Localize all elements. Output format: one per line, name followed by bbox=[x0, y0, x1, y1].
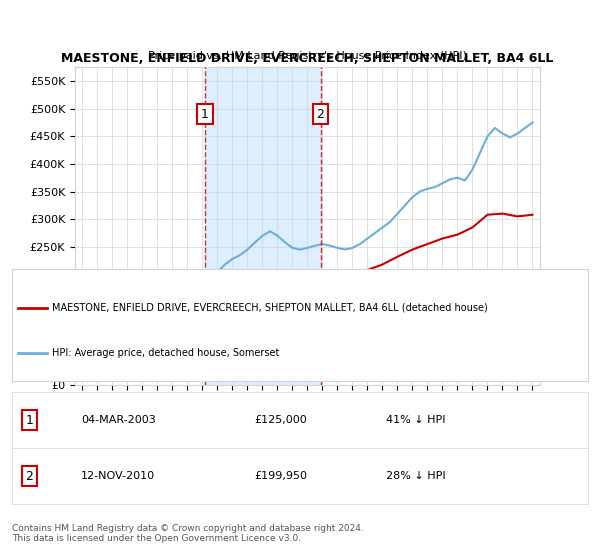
Text: 04-MAR-2003: 04-MAR-2003 bbox=[81, 415, 156, 425]
Text: 2: 2 bbox=[317, 108, 325, 120]
Text: £125,000: £125,000 bbox=[254, 415, 307, 425]
Bar bbox=[205, 67, 320, 385]
Title: MAESTONE, ENFIELD DRIVE, EVERCREECH, SHEPTON MALLET, BA4 6LL: MAESTONE, ENFIELD DRIVE, EVERCREECH, SHE… bbox=[61, 52, 554, 64]
Text: 1: 1 bbox=[201, 108, 209, 120]
Text: 1: 1 bbox=[25, 413, 33, 427]
Text: 41% ↓ HPI: 41% ↓ HPI bbox=[386, 415, 446, 425]
Text: Contains HM Land Registry data © Crown copyright and database right 2024.
This d: Contains HM Land Registry data © Crown c… bbox=[12, 524, 364, 543]
Text: 28% ↓ HPI: 28% ↓ HPI bbox=[386, 471, 446, 481]
Text: 12-NOV-2010: 12-NOV-2010 bbox=[81, 471, 155, 481]
Text: HPI: Average price, detached house, Somerset: HPI: Average price, detached house, Some… bbox=[52, 348, 280, 358]
Text: Price paid vs. HM Land Registry's House Price Index (HPI): Price paid vs. HM Land Registry's House … bbox=[148, 51, 467, 61]
Text: £199,950: £199,950 bbox=[254, 471, 307, 481]
Text: 2: 2 bbox=[25, 469, 33, 483]
Text: MAESTONE, ENFIELD DRIVE, EVERCREECH, SHEPTON MALLET, BA4 6LL (detached house): MAESTONE, ENFIELD DRIVE, EVERCREECH, SHE… bbox=[52, 303, 488, 313]
